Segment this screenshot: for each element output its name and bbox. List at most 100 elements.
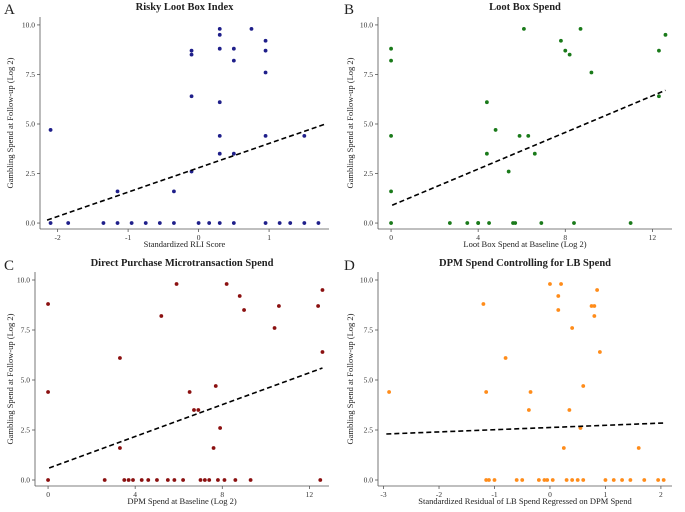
y-tick-label: 10.0 (360, 276, 373, 285)
data-point (46, 302, 50, 306)
data-point (526, 408, 531, 412)
data-point (447, 221, 452, 225)
data-point (263, 48, 268, 53)
data-point (181, 478, 185, 482)
x-tick-label: 4 (133, 490, 137, 499)
data-point (189, 48, 194, 53)
panel-letter: D (344, 258, 355, 274)
data-point (189, 94, 194, 99)
y-tick-label: 2.5 (21, 426, 31, 435)
y-tick-label: 0.0 (26, 219, 36, 228)
data-point (592, 304, 597, 308)
data-point (484, 151, 489, 156)
data-point (536, 478, 541, 482)
panel-c: C Direct Purchase Microtransaction Spend 0… (4, 258, 329, 506)
data-point (155, 478, 159, 482)
x-axis-label: Standardized Residual of LB Spend Regres… (418, 496, 632, 506)
x-tick-label: -3 (380, 490, 386, 499)
data-point (550, 478, 555, 482)
x-tick-label: 12 (649, 233, 657, 242)
data-point (595, 288, 600, 292)
data-point (189, 52, 194, 57)
data-point (165, 478, 170, 482)
data-point (522, 26, 526, 31)
data-point (581, 384, 586, 388)
data-point (592, 314, 597, 318)
panel-d: D DPM Spend Controlling for LB Spend 0.0 2.… (344, 258, 672, 506)
data-point (224, 282, 229, 286)
data-point (575, 478, 580, 482)
data-point (661, 478, 666, 482)
x-tick-label: 12 (306, 490, 314, 499)
data-point (263, 70, 268, 75)
data-point (657, 48, 661, 53)
data-point (567, 52, 572, 57)
regression-line (386, 422, 664, 435)
data-point (548, 282, 552, 286)
x-tick-label: 0 (46, 490, 50, 499)
data-point (642, 478, 647, 482)
data-point (217, 151, 222, 156)
regression-line (48, 367, 323, 469)
data-point (46, 390, 50, 394)
data-point (248, 478, 253, 482)
data-point (528, 390, 533, 394)
data-point (263, 38, 268, 43)
y-tick-label: 10.0 (17, 276, 30, 285)
data-point (628, 221, 633, 225)
y-axis-label: Gambling Spend at Follow-up (Log 2) (5, 313, 15, 444)
data-point (578, 26, 583, 31)
data-point (603, 478, 608, 482)
data-point (476, 221, 481, 225)
data-point (526, 133, 531, 138)
data-point (563, 48, 568, 53)
data-point (506, 169, 511, 174)
data-point (187, 390, 192, 394)
data-point (316, 304, 321, 308)
data-point (320, 288, 325, 292)
data-point (556, 294, 561, 298)
data-point (231, 46, 236, 51)
data-point (561, 446, 566, 450)
y-tick-label: 7.5 (21, 326, 31, 335)
x-tick-label: 4 (476, 233, 480, 242)
data-point (663, 32, 668, 37)
data-point (581, 478, 586, 482)
data-point (207, 221, 212, 225)
data-point (48, 128, 53, 132)
data-point (115, 189, 120, 194)
data-point (122, 478, 127, 482)
data-point (101, 221, 106, 225)
data-point (389, 133, 393, 138)
data-point (277, 221, 282, 225)
data-point (597, 350, 602, 354)
data-point (217, 221, 222, 225)
panel-letter: C (4, 258, 14, 274)
panel-b: B Loot Box Spend 0.0 2.5 5.0 7.5 10.0 0 4 8 12 Loot… (344, 2, 672, 249)
data-point (216, 478, 220, 482)
data-point (66, 221, 71, 225)
data-point (48, 221, 53, 225)
data-point (542, 478, 547, 482)
data-point (520, 478, 525, 482)
data-point (217, 100, 222, 105)
data-point (320, 350, 325, 354)
y-tick-label: 7.5 (26, 70, 36, 79)
y-tick-label: 2.5 (26, 169, 36, 178)
data-point (231, 58, 236, 63)
data-point (272, 326, 277, 330)
data-point (198, 478, 203, 482)
x-tick-label: 1 (604, 490, 608, 499)
data-point (545, 478, 550, 482)
data-point (196, 221, 201, 225)
data-point (288, 221, 293, 225)
y-tick-label: 0.0 (364, 476, 374, 485)
chart-title: DPM Spend Controlling for LB Spend (439, 258, 611, 269)
data-point (389, 221, 393, 225)
data-point (242, 308, 246, 312)
data-point (217, 26, 222, 31)
data-point (487, 221, 491, 225)
data-point (316, 221, 321, 225)
x-tick-label: 0 (548, 490, 552, 499)
data-point (231, 221, 236, 225)
